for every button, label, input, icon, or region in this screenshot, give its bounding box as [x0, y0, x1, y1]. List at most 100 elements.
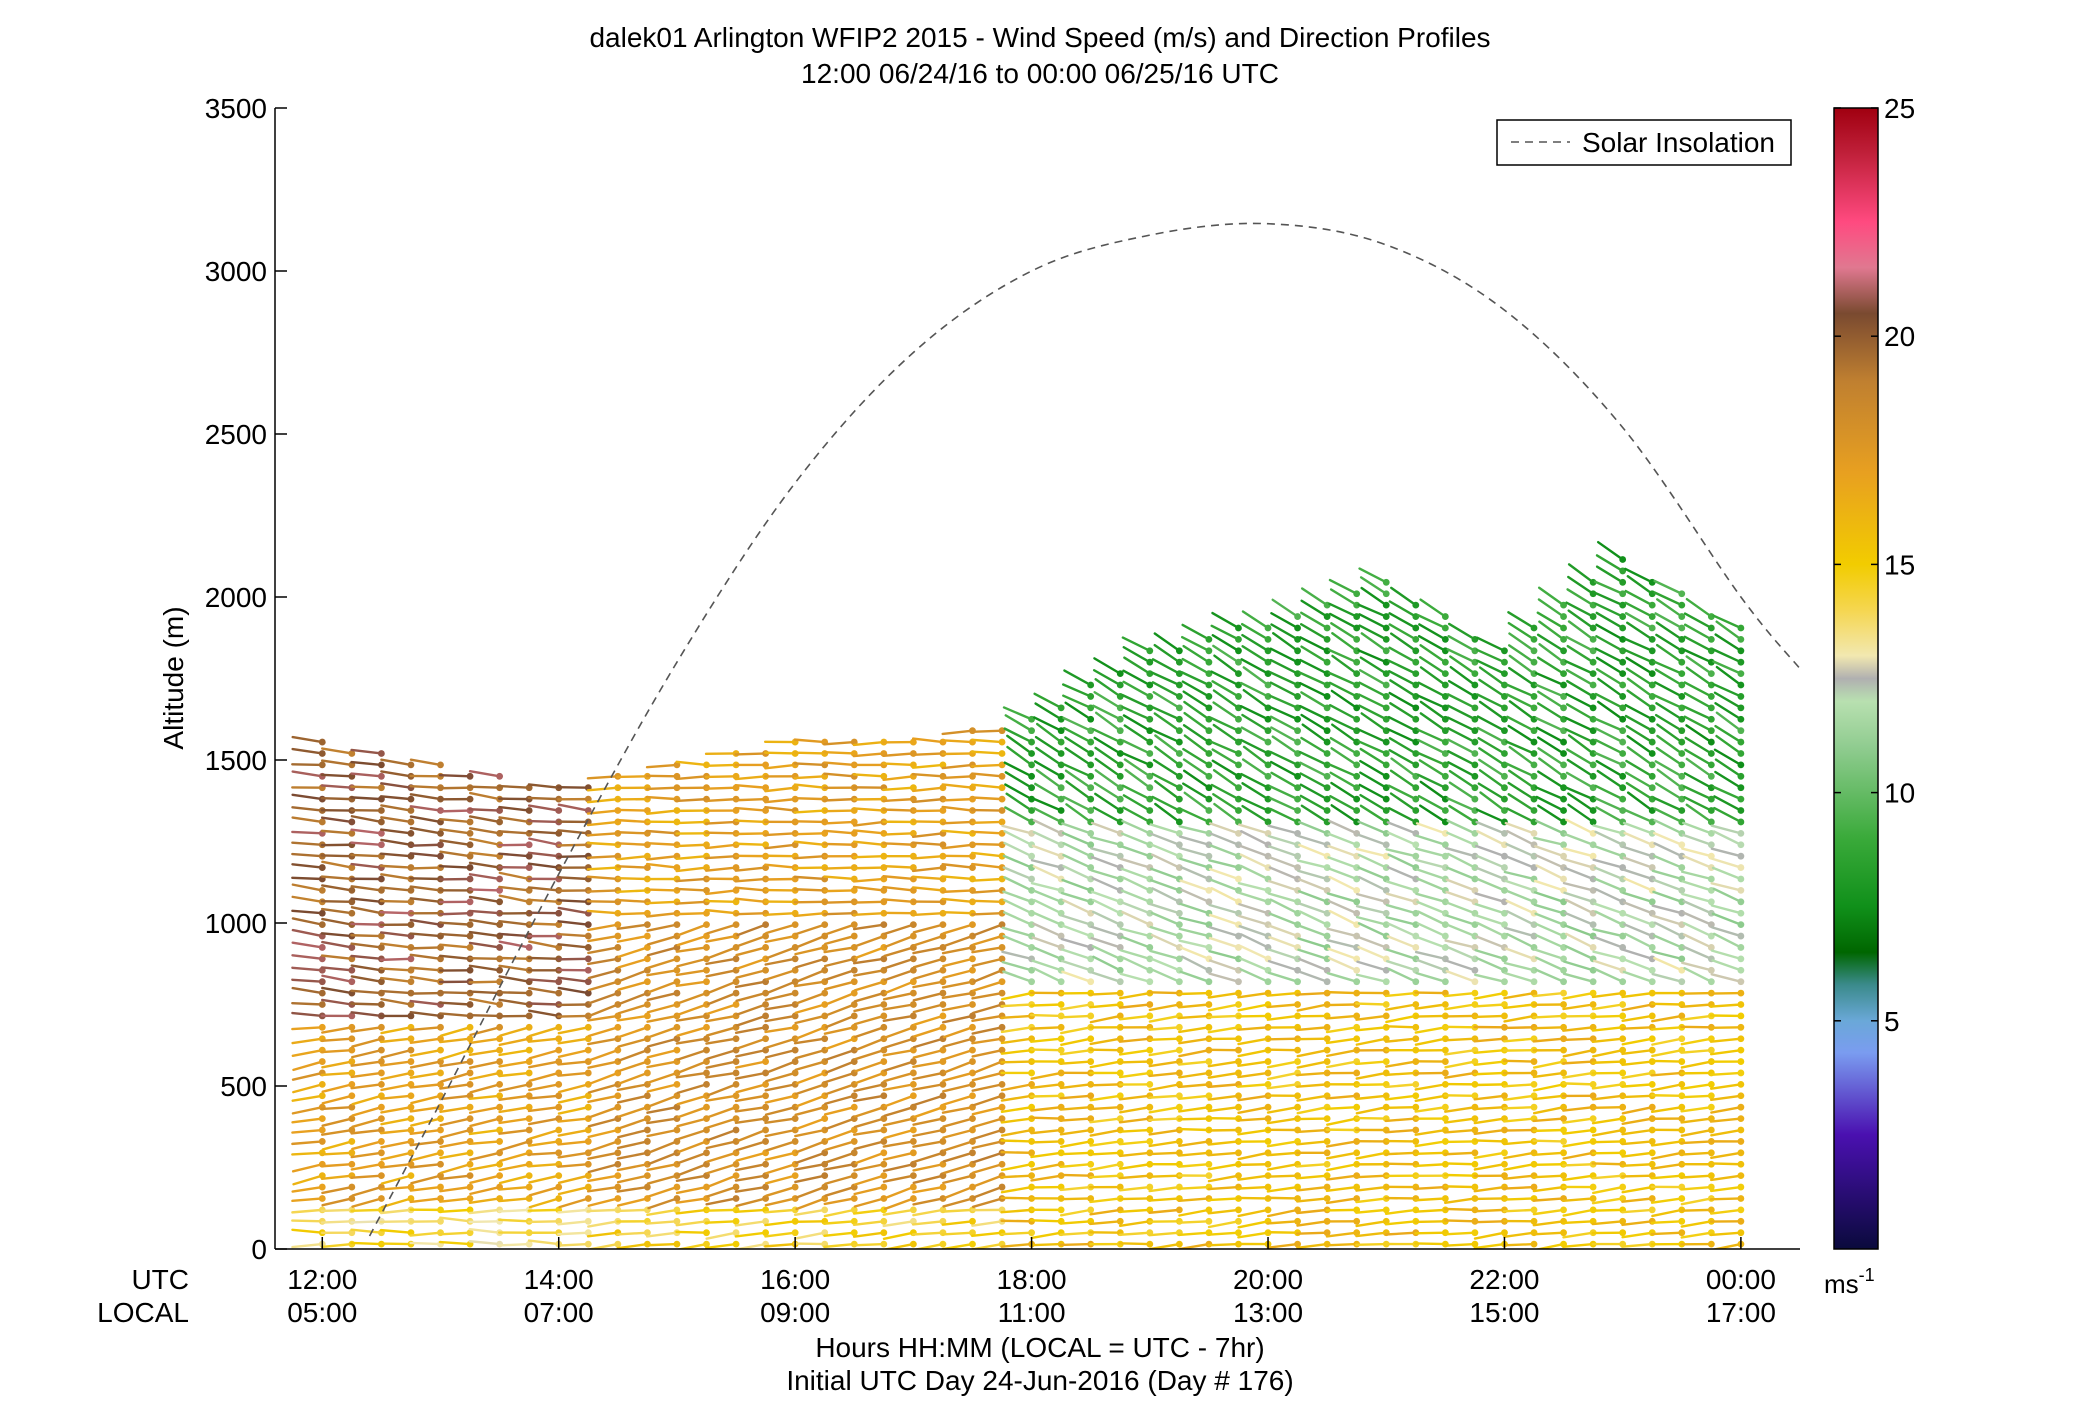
legend-entry-solar-insolation: Solar Insolation: [1582, 127, 1775, 158]
wind-barb: [1149, 902, 1181, 915]
wind-barb-dot: [1471, 978, 1479, 986]
wind-barb-dot: [1471, 1183, 1479, 1191]
wind-barb: [1591, 1083, 1624, 1090]
wind-barb: [379, 1163, 413, 1169]
wind-barb: [291, 895, 324, 904]
wind-barb-dot: [407, 887, 415, 894]
wind-barb: [1268, 935, 1299, 949]
wind-barb-dot: [1294, 978, 1301, 986]
wind-barb: [941, 991, 974, 1000]
wind-barb: [1296, 1003, 1329, 1012]
wind-barb: [1207, 1174, 1240, 1183]
wind-barb-dot: [1648, 1012, 1656, 1020]
wind-barb: [1059, 1231, 1092, 1236]
wind-barb-dot: [1737, 738, 1745, 746]
wind-barb-dot: [1175, 693, 1183, 700]
wind-barb: [795, 991, 826, 1005]
wind-barb: [675, 1185, 708, 1195]
wind-barb-dot: [1737, 978, 1745, 986]
wind-barb-dot: [969, 1001, 976, 1008]
wind-barb: [795, 969, 826, 983]
wind-barb: [1384, 1208, 1417, 1215]
wind-barb: [705, 969, 738, 978]
wind-barb-dot: [703, 978, 710, 986]
wind-barb: [941, 843, 974, 850]
wind-barb: [1564, 945, 1595, 961]
wind-barb: [557, 1117, 590, 1123]
wind-barb: [1059, 1128, 1092, 1136]
wind-barb: [1148, 1003, 1181, 1012]
wind-barb: [1207, 1071, 1240, 1079]
wind-barb: [734, 819, 767, 824]
wind-barb-dot: [1264, 1069, 1272, 1077]
wind-barb-dot: [909, 1138, 917, 1145]
wind-barb-dot: [1028, 1172, 1035, 1180]
wind-barb: [1385, 903, 1417, 915]
wind-barb-dot: [791, 1183, 799, 1191]
wind-barb-dot: [377, 944, 385, 951]
wind-barb: [1622, 845, 1654, 858]
wind-barb: [646, 934, 679, 946]
wind-barb: [942, 1163, 974, 1175]
wind-barb: [1502, 1197, 1536, 1201]
wind-barb: [1328, 956, 1358, 972]
wind-barb: [1680, 991, 1713, 995]
wind-barb: [1710, 847, 1743, 858]
wind-barb-dot: [1589, 761, 1597, 769]
wind-barb-dot: [1087, 750, 1095, 757]
wind-barb-dot: [1323, 727, 1331, 735]
wind-barb: [1680, 1003, 1713, 1008]
wind-barb-dot: [1235, 1058, 1242, 1065]
wind-barb-dot: [1441, 1195, 1449, 1202]
wind-barb-dot: [1648, 966, 1656, 974]
wind-barb-dot: [437, 1046, 444, 1054]
wind-barb-dot: [909, 1126, 917, 1134]
wind-barb: [1178, 939, 1211, 949]
wind-barb-dot: [1530, 635, 1538, 643]
wind-barb: [1328, 704, 1358, 721]
wind-barb-dot: [732, 1069, 740, 1077]
wind-barb: [409, 885, 442, 892]
wind-barb-dot: [762, 966, 770, 974]
wind-barb-dot: [496, 898, 504, 906]
wind-barb-dot: [1530, 647, 1538, 655]
wind-barb-dot: [1087, 681, 1095, 689]
wind-barb-dot: [821, 1103, 829, 1111]
wind-barb: [912, 1037, 945, 1049]
wind-barb: [793, 1037, 826, 1045]
wind-barb-dot: [1323, 1046, 1331, 1054]
wind-barb: [1715, 665, 1743, 687]
wind-barb: [765, 1163, 797, 1175]
wind-barb-dot: [1441, 624, 1449, 632]
wind-barb-dot: [1353, 795, 1361, 803]
wind-barb: [942, 969, 974, 979]
wind-barb: [970, 912, 1004, 916]
wind-barb: [942, 1083, 974, 1093]
wind-barb-dot: [969, 1023, 976, 1031]
wind-barb: [971, 1014, 1004, 1022]
wind-barb: [971, 1220, 1004, 1227]
wind-barb: [1653, 934, 1683, 949]
wind-barb: [1032, 830, 1063, 846]
wind-barb: [1118, 1128, 1152, 1133]
wind-barb: [1416, 922, 1447, 938]
wind-barb: [440, 1026, 472, 1037]
wind-barb-dot: [969, 921, 976, 929]
wind-barb: [972, 1197, 1004, 1209]
wind-barb: [1059, 1060, 1092, 1065]
wind-barb: [823, 820, 856, 825]
wind-barb: [853, 1174, 886, 1186]
wind-barb-dot: [791, 1069, 799, 1077]
wind-barb: [1387, 659, 1417, 675]
wind-barb: [882, 808, 915, 812]
wind-barb-dot: [1323, 624, 1331, 632]
wind-barb: [1180, 888, 1211, 904]
wind-barb: [1385, 880, 1417, 892]
wind-barb: [469, 1083, 501, 1094]
wind-barb-dot: [1530, 829, 1538, 837]
wind-barb-dot: [1619, 1183, 1627, 1191]
wind-barb: [1327, 844, 1358, 858]
wind-barb-dot: [437, 1172, 444, 1180]
wind-barb: [468, 851, 501, 858]
wind-barb-dot: [998, 1160, 1006, 1168]
